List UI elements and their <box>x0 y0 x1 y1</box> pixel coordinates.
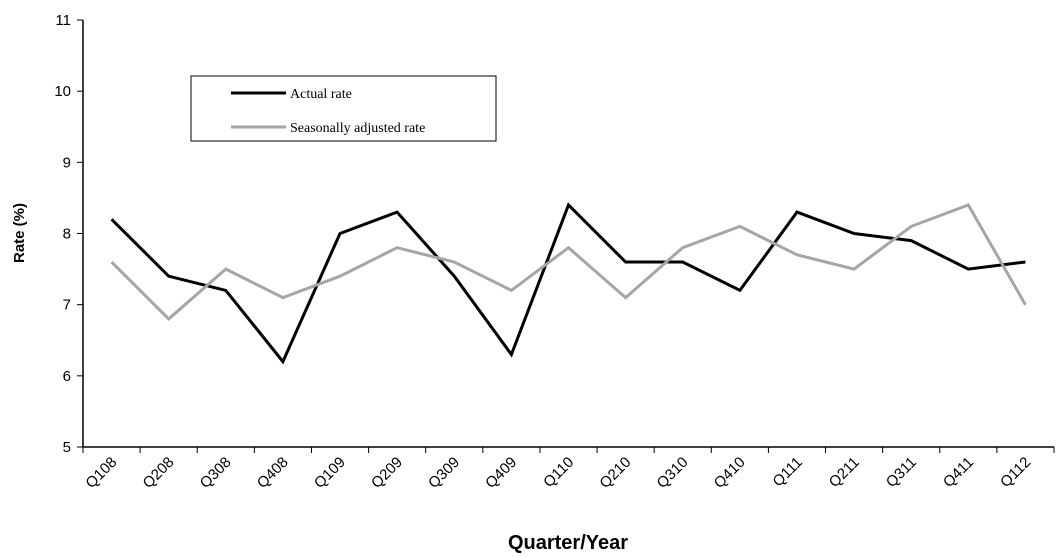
x-axis-title: Quarter/Year <box>508 532 628 554</box>
series-line-1 <box>110 203 1027 321</box>
legend: Actual rate Seasonally adjusted rate <box>190 75 497 142</box>
x-tick-label: Q111 <box>769 454 805 490</box>
legend-box <box>190 75 497 142</box>
y-axis: 5 6 7 8 9 10 11 <box>54 12 84 456</box>
x-tick-label: Q109 <box>311 454 349 492</box>
y-tick-label: 10 <box>54 83 71 100</box>
legend-label-seasonal: Seasonally adjusted rate <box>290 121 425 136</box>
y-tick-label: 5 <box>63 439 71 456</box>
x-tick-label: Q110 <box>540 454 577 491</box>
x-tick-label: Q309 <box>425 454 463 492</box>
y-tick-label: 7 <box>63 297 71 314</box>
x-tick-label: Q208 <box>140 454 178 492</box>
y-axis-title: Rate (%) <box>11 203 28 263</box>
x-tick-label: Q410 <box>711 454 749 492</box>
legend-label-actual: Actual rate <box>290 87 352 102</box>
x-tick-label: Q211 <box>826 454 863 491</box>
x-tick-label: Q409 <box>482 454 520 492</box>
x-tick-label: Q112 <box>997 454 1034 491</box>
x-tick-label: Q408 <box>254 454 292 492</box>
x-tick-label: Q411 <box>940 454 977 491</box>
y-tick-label: 6 <box>63 368 71 385</box>
series-lines <box>110 202 1027 365</box>
x-tick-label: Q308 <box>197 454 235 492</box>
x-tick-label: Q210 <box>596 454 634 492</box>
y-tick-label: 8 <box>63 226 71 243</box>
x-tick-label: Q209 <box>368 454 406 492</box>
y-tick-label: 11 <box>55 12 71 29</box>
x-tick-label: Q311 <box>883 454 920 491</box>
y-tick-label: 9 <box>63 154 71 171</box>
series-line-0 <box>110 202 1026 365</box>
x-tick-label: Q310 <box>654 454 692 492</box>
x-tick-label: Q108 <box>82 454 120 492</box>
x-axis: Q108 Q208 Q308 Q408 Q109 Q209 Q309 Q409 Q110 Q210… <box>82 446 1055 492</box>
